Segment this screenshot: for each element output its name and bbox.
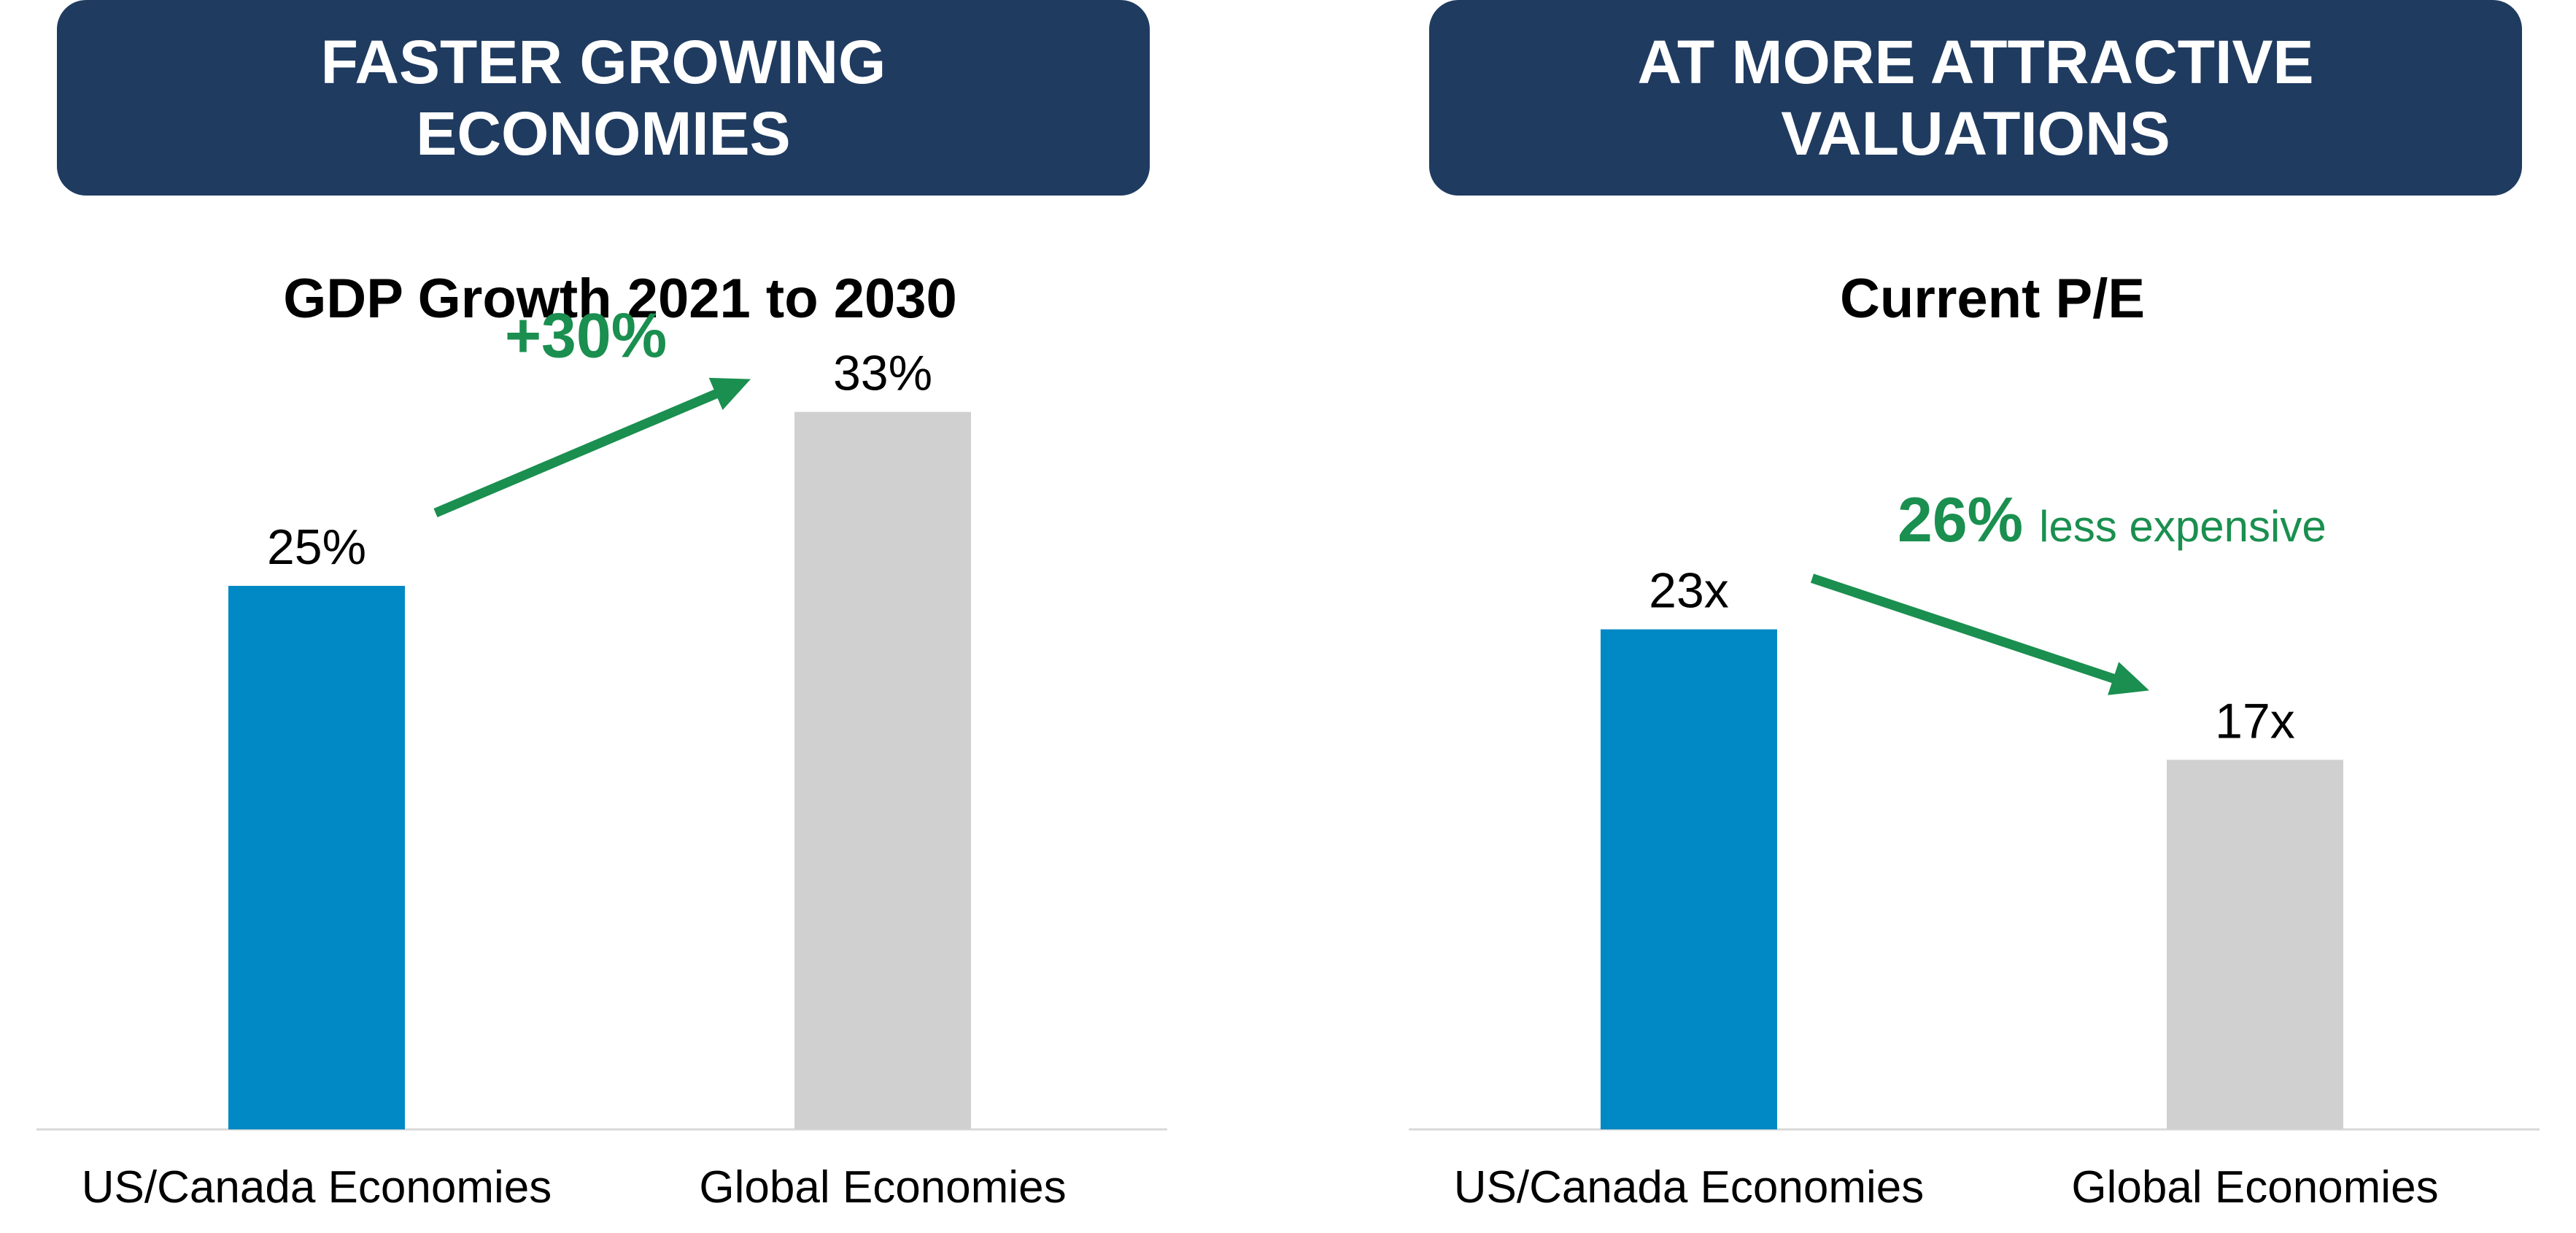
arrow-head	[708, 377, 751, 411]
change-annotation-label: 26% less expensive	[1898, 485, 2326, 555]
chart-panel-current-pe: AT MORE ATTRACTIVE VALUATIONS Current P/…	[1409, 0, 2576, 1233]
change-annotation: 26% less expensive	[1810, 485, 2326, 695]
bar-value-label: 25%	[267, 519, 366, 575]
bar-value-label: 33%	[833, 346, 932, 401]
change-annotation-label: +30%	[505, 301, 667, 371]
chart-title: GDP Growth 2021 to 2030	[283, 268, 957, 330]
category-tick-label: Global Economies	[2071, 1162, 2438, 1213]
current-pe-bar-chart: 23x US/Canada Economies 17x Global Economie…	[1409, 485, 2540, 1213]
bar-global	[2167, 759, 2343, 1129]
arrow-shaft	[1810, 573, 2118, 684]
gdp-growth-bar-chart: 25% US/Canada Economies 33% Global Economie…	[36, 301, 1167, 1213]
category-tick-label: US/Canada Economies	[82, 1162, 552, 1213]
bar-value-label: 17x	[2215, 693, 2295, 749]
change-percent-text: +30%	[505, 301, 667, 371]
chart-panel-gdp-growth: FASTER GROWING ECONOMIES GDP Growth 2021…	[36, 0, 1204, 1233]
header-banner-attractive-valuations: AT MORE ATTRACTIVE VALUATIONS	[1429, 0, 2522, 196]
category-tick-label: Global Economies	[699, 1162, 1066, 1213]
bar-us-canada	[1601, 629, 1777, 1129]
bar-us-canada	[228, 586, 405, 1129]
chart-title: Current P/E	[1839, 268, 2146, 330]
change-percent-text: 26%	[1898, 485, 2023, 555]
header-line-2: ECONOMIES	[416, 99, 791, 168]
arrow-head	[2108, 662, 2149, 695]
bar-global	[794, 411, 971, 1129]
header-line-1: FASTER GROWING	[320, 28, 886, 96]
header-line-2: VALUATIONS	[1781, 99, 2170, 168]
category-tick-label: US/Canada Economies	[1454, 1162, 1924, 1213]
arrow-shaft	[433, 388, 721, 517]
header-banner-faster-growing: FASTER GROWING ECONOMIES	[57, 0, 1150, 196]
header-line-1: AT MORE ATTRACTIVE	[1637, 28, 2314, 96]
change-description-text: less expensive	[2039, 502, 2326, 551]
bar-value-label: 23x	[1649, 563, 1729, 619]
change-annotation: +30%	[433, 301, 751, 517]
